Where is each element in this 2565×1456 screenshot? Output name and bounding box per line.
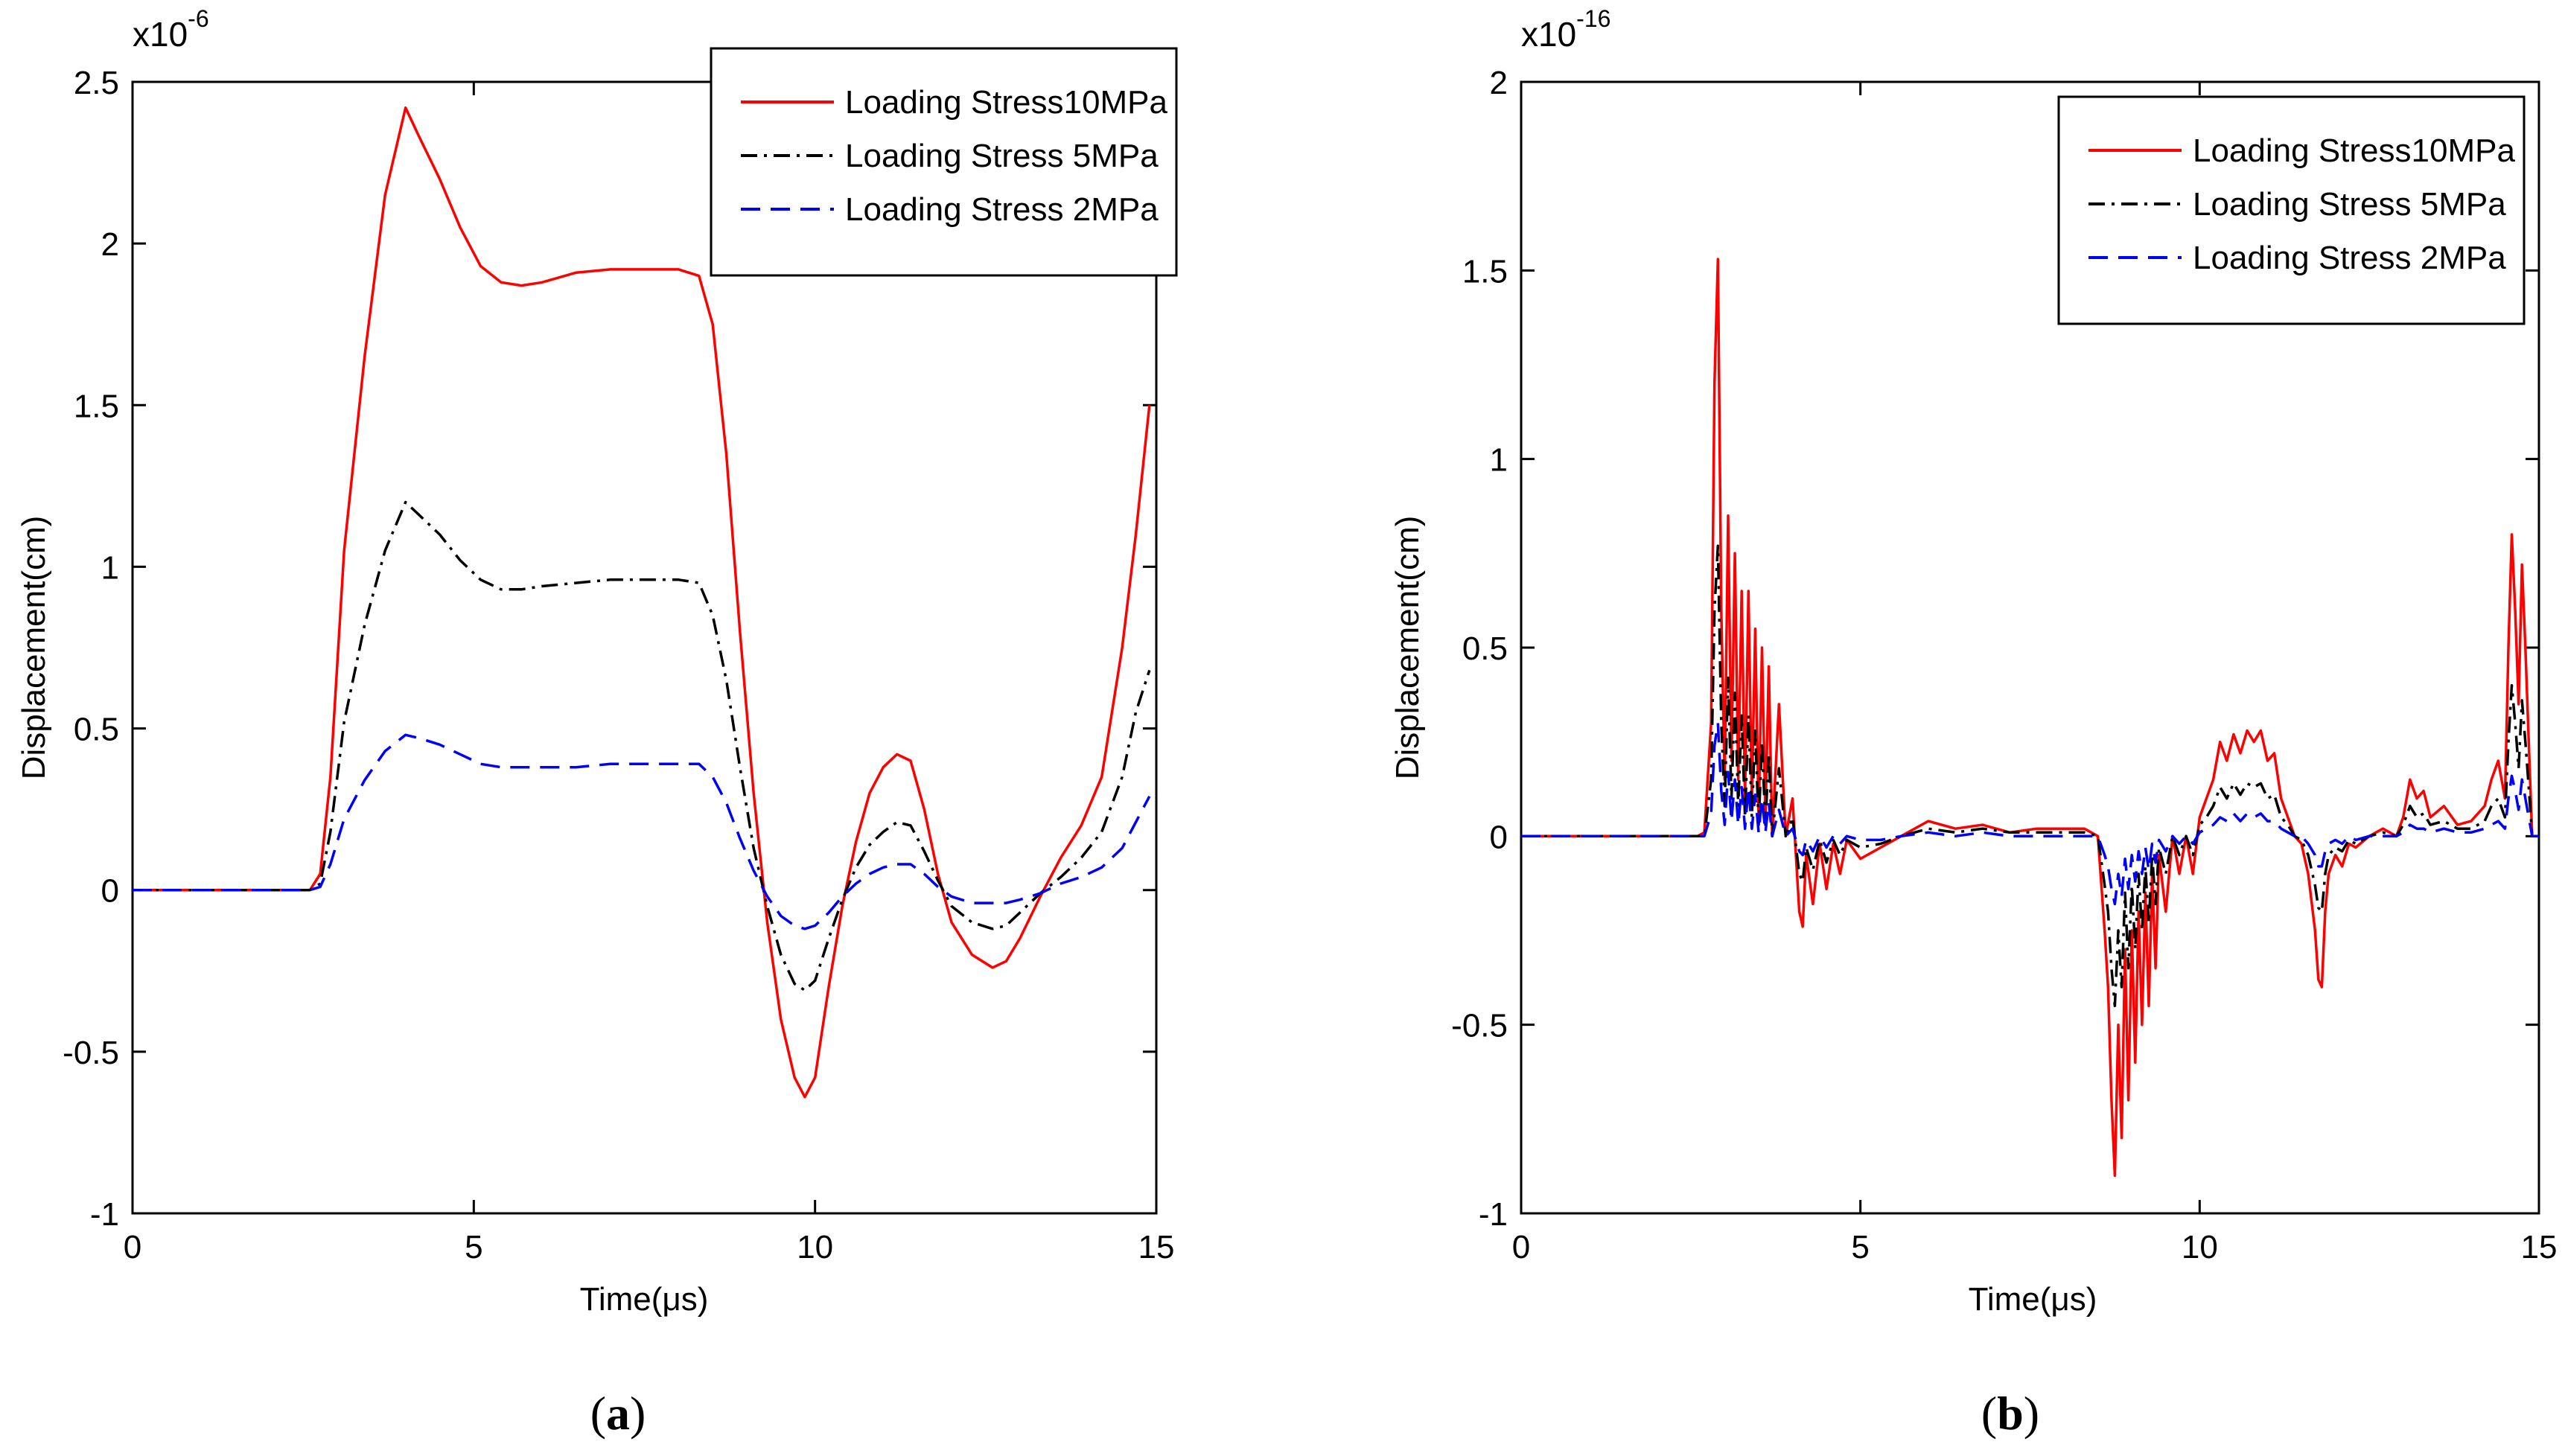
series-line-0 xyxy=(1521,258,2539,1178)
series-line-0 xyxy=(133,106,1151,1099)
y-tick-label: 1 xyxy=(1490,442,1508,479)
series-line-1 xyxy=(1521,544,2539,1008)
x-tick-label: 5 xyxy=(1851,1229,1869,1265)
chart-panel-a: 0 5 10 15 -1 -0.5 0 0.5 1 1.5 2 2.5 x10-6 Displacem… xyxy=(16,5,1178,1440)
x-tick-label: 15 xyxy=(2521,1229,2558,1265)
exponent-power: -6 xyxy=(188,5,208,32)
y-tick-label: -0.5 xyxy=(1451,1008,1508,1044)
x-axis-label: Time(μs) xyxy=(580,1281,709,1318)
y-tick-label: 0.5 xyxy=(1462,630,1508,667)
legend-label-0: Loading Stress10MPa xyxy=(845,84,1167,121)
x-tick-label: 0 xyxy=(124,1229,141,1265)
legend-label-2: Loading Stress 2MPa xyxy=(2193,240,2506,276)
y-tick-label: -1 xyxy=(1479,1196,1508,1233)
legend-label-1: Loading Stress 5MPa xyxy=(845,138,1159,174)
exponent-label: x10-6 xyxy=(133,5,209,54)
series-layer xyxy=(1521,258,2539,1178)
x-tick-label: 5 xyxy=(465,1229,482,1265)
legend: Loading Stress10MPa Loading Stress 5MPa Lo… xyxy=(710,47,1178,277)
x-tick-label: 0 xyxy=(1512,1229,1530,1265)
series-line-1 xyxy=(133,500,1151,992)
exponent-power: -16 xyxy=(1576,5,1610,32)
exponent-label: x10-16 xyxy=(1521,5,1610,54)
y-tick-label: 0 xyxy=(101,873,119,910)
y-axis-label: Displacement(cm) xyxy=(1389,516,1426,780)
x-axis-label: Time(μs) xyxy=(1969,1281,2097,1318)
x-tick-label: 10 xyxy=(2182,1229,2218,1265)
panel-label: (a) xyxy=(590,1387,646,1440)
y-tick-label: 2 xyxy=(101,226,119,263)
legend-box xyxy=(2057,95,2526,325)
axis-ticks: 0 5 10 15 -1 -0.5 0 0.5 1 1.5 2 xyxy=(1451,65,2557,1265)
y-tick-label: 0 xyxy=(1490,819,1508,855)
y-tick-label: 2.5 xyxy=(74,65,119,101)
y-tick-label: 2 xyxy=(1490,65,1508,101)
legend-label-0: Loading Stress10MPa xyxy=(2193,132,2515,169)
legend-box xyxy=(710,47,1178,277)
legend: Loading Stress10MPa Loading Stress 5MPa Lo… xyxy=(2057,95,2526,325)
y-axis-label: Displacement(cm) xyxy=(16,516,52,780)
series-layer xyxy=(133,106,1151,1099)
x-tick-label: 15 xyxy=(1138,1229,1175,1265)
panel-label: (b) xyxy=(1981,1387,2039,1440)
y-tick-label: -1 xyxy=(90,1196,119,1233)
legend-label-2: Loading Stress 2MPa xyxy=(845,191,1159,228)
series-line-2 xyxy=(1521,721,2539,906)
chart-panel-b: 0 5 10 15 -1 -0.5 0 0.5 1 1.5 2 x10-16 Displacemen… xyxy=(1389,5,2557,1440)
y-tick-label: 0.5 xyxy=(74,712,119,748)
legend-label-1: Loading Stress 5MPa xyxy=(2193,186,2506,223)
x-tick-label: 10 xyxy=(797,1229,833,1265)
y-tick-label: -0.5 xyxy=(63,1035,119,1071)
y-tick-label: 1.5 xyxy=(1462,253,1508,290)
y-tick-label: 1 xyxy=(101,549,119,586)
axis-ticks: 0 5 10 15 -1 -0.5 0 0.5 1 1.5 2 2.5 xyxy=(63,65,1174,1265)
y-tick-label: 1.5 xyxy=(74,388,119,424)
